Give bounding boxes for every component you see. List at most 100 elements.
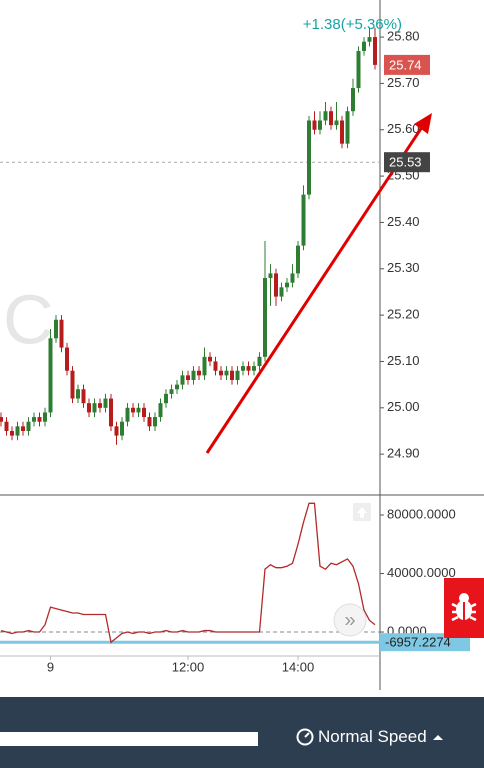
progress-bar bbox=[0, 732, 258, 746]
candle-body bbox=[307, 120, 311, 195]
y-tick-label: 40000.0000 bbox=[387, 565, 456, 580]
speed-selector[interactable]: Normal Speed bbox=[296, 727, 445, 747]
candle-body bbox=[4, 421, 9, 431]
candle-body bbox=[367, 37, 372, 42]
candle-body bbox=[136, 407, 141, 413]
candle-body bbox=[241, 366, 245, 371]
watermark: C bbox=[3, 280, 54, 358]
x-tick-label: 14:00 bbox=[282, 659, 315, 674]
candle-body bbox=[147, 417, 152, 427]
level-label: -6957.2274 bbox=[385, 635, 451, 650]
bug-icon bbox=[451, 593, 477, 622]
candle-body bbox=[158, 403, 163, 418]
candle-body bbox=[318, 120, 322, 130]
caret-icon bbox=[432, 735, 443, 740]
candle-body bbox=[263, 278, 267, 357]
candle-body bbox=[109, 398, 113, 427]
y-tick-label: 25.00 bbox=[387, 399, 420, 414]
candle-body bbox=[373, 37, 377, 65]
candle-body bbox=[186, 375, 190, 380]
candle-body bbox=[257, 356, 262, 367]
candle-body bbox=[279, 287, 284, 297]
candle-body bbox=[92, 403, 97, 413]
candle-body bbox=[32, 417, 36, 422]
candle-body bbox=[153, 417, 157, 427]
candle-body bbox=[246, 366, 251, 371]
candle-body bbox=[312, 120, 317, 130]
candle-body bbox=[180, 375, 185, 385]
candle-body bbox=[21, 426, 25, 431]
last-price-tag bbox=[384, 54, 430, 75]
candle-body bbox=[345, 111, 350, 144]
candle-body bbox=[43, 412, 47, 422]
bottom-bar: Normal Speed bbox=[0, 697, 484, 768]
candle-body bbox=[70, 370, 75, 399]
candle-body bbox=[274, 273, 278, 297]
y-tick-label: 25.10 bbox=[387, 353, 420, 368]
candle-body bbox=[334, 120, 339, 126]
y-tick-label: 25.40 bbox=[387, 214, 420, 229]
candle-body bbox=[213, 361, 218, 371]
candle-body bbox=[114, 426, 119, 436]
candle-body bbox=[323, 111, 328, 121]
candle-body bbox=[164, 393, 168, 404]
last-price-label: 25.74 bbox=[389, 57, 422, 72]
candle-body bbox=[351, 88, 355, 112]
y-tick-label: 25.20 bbox=[387, 307, 420, 322]
speed-label: Normal Speed bbox=[318, 727, 427, 746]
candle-body bbox=[26, 421, 31, 431]
y-tick-label: 25.80 bbox=[387, 29, 420, 44]
y-tick-label: 25.30 bbox=[387, 260, 420, 275]
candle-body bbox=[362, 41, 366, 51]
candle-body bbox=[329, 111, 333, 126]
candle-body bbox=[131, 407, 135, 413]
scroll-icon: » bbox=[344, 609, 355, 631]
candle-body bbox=[296, 245, 300, 274]
y-tick-label: 24.90 bbox=[387, 446, 420, 461]
x-tick-label: 9 bbox=[47, 659, 54, 674]
candle-body bbox=[59, 319, 64, 348]
indicator-line bbox=[0, 502, 376, 644]
candle-body bbox=[125, 407, 130, 422]
candle-body bbox=[340, 120, 344, 144]
marker-price-tag bbox=[384, 152, 430, 173]
up-icon bbox=[357, 507, 367, 518]
candle-body bbox=[103, 398, 108, 408]
marker-price-label: 25.53 bbox=[389, 155, 422, 170]
candle-body bbox=[268, 273, 273, 279]
candle-body bbox=[98, 403, 102, 408]
candle-body bbox=[142, 407, 146, 418]
candle-body bbox=[219, 370, 223, 376]
change-label: +1.38(+5.36%) bbox=[303, 16, 402, 33]
candle-body bbox=[252, 366, 256, 371]
candle-body bbox=[65, 347, 69, 371]
candle-body bbox=[87, 403, 91, 413]
scroll-right-button[interactable] bbox=[333, 603, 367, 637]
candle-body bbox=[356, 50, 361, 89]
candle-body bbox=[54, 319, 58, 339]
candle-body bbox=[76, 389, 80, 399]
bug-report-button[interactable] bbox=[444, 578, 484, 638]
candle-body bbox=[37, 417, 42, 422]
candle-body bbox=[230, 370, 234, 380]
y-tick-label: 80000.0000 bbox=[387, 506, 456, 521]
candle-body bbox=[81, 389, 86, 404]
candle-body bbox=[175, 384, 179, 390]
candle-body bbox=[290, 273, 295, 283]
candle-body bbox=[191, 370, 196, 380]
candle-body bbox=[235, 370, 240, 380]
y-tick-label: 25.70 bbox=[387, 75, 420, 90]
candle-body bbox=[224, 370, 229, 376]
candle-body bbox=[0, 417, 3, 422]
candle-body bbox=[48, 338, 53, 413]
candle-body bbox=[15, 426, 20, 436]
candle-body bbox=[301, 194, 306, 246]
candle-body bbox=[10, 430, 14, 436]
x-tick-label: 12:00 bbox=[172, 659, 205, 674]
clock-icon bbox=[296, 728, 314, 746]
candle-body bbox=[197, 370, 201, 376]
candle-body bbox=[120, 421, 124, 436]
chart: C +1.38(+5.36%) 24.90 25.00 25.10 25.20 25.3… bbox=[0, 0, 484, 690]
candle-body bbox=[208, 356, 212, 362]
